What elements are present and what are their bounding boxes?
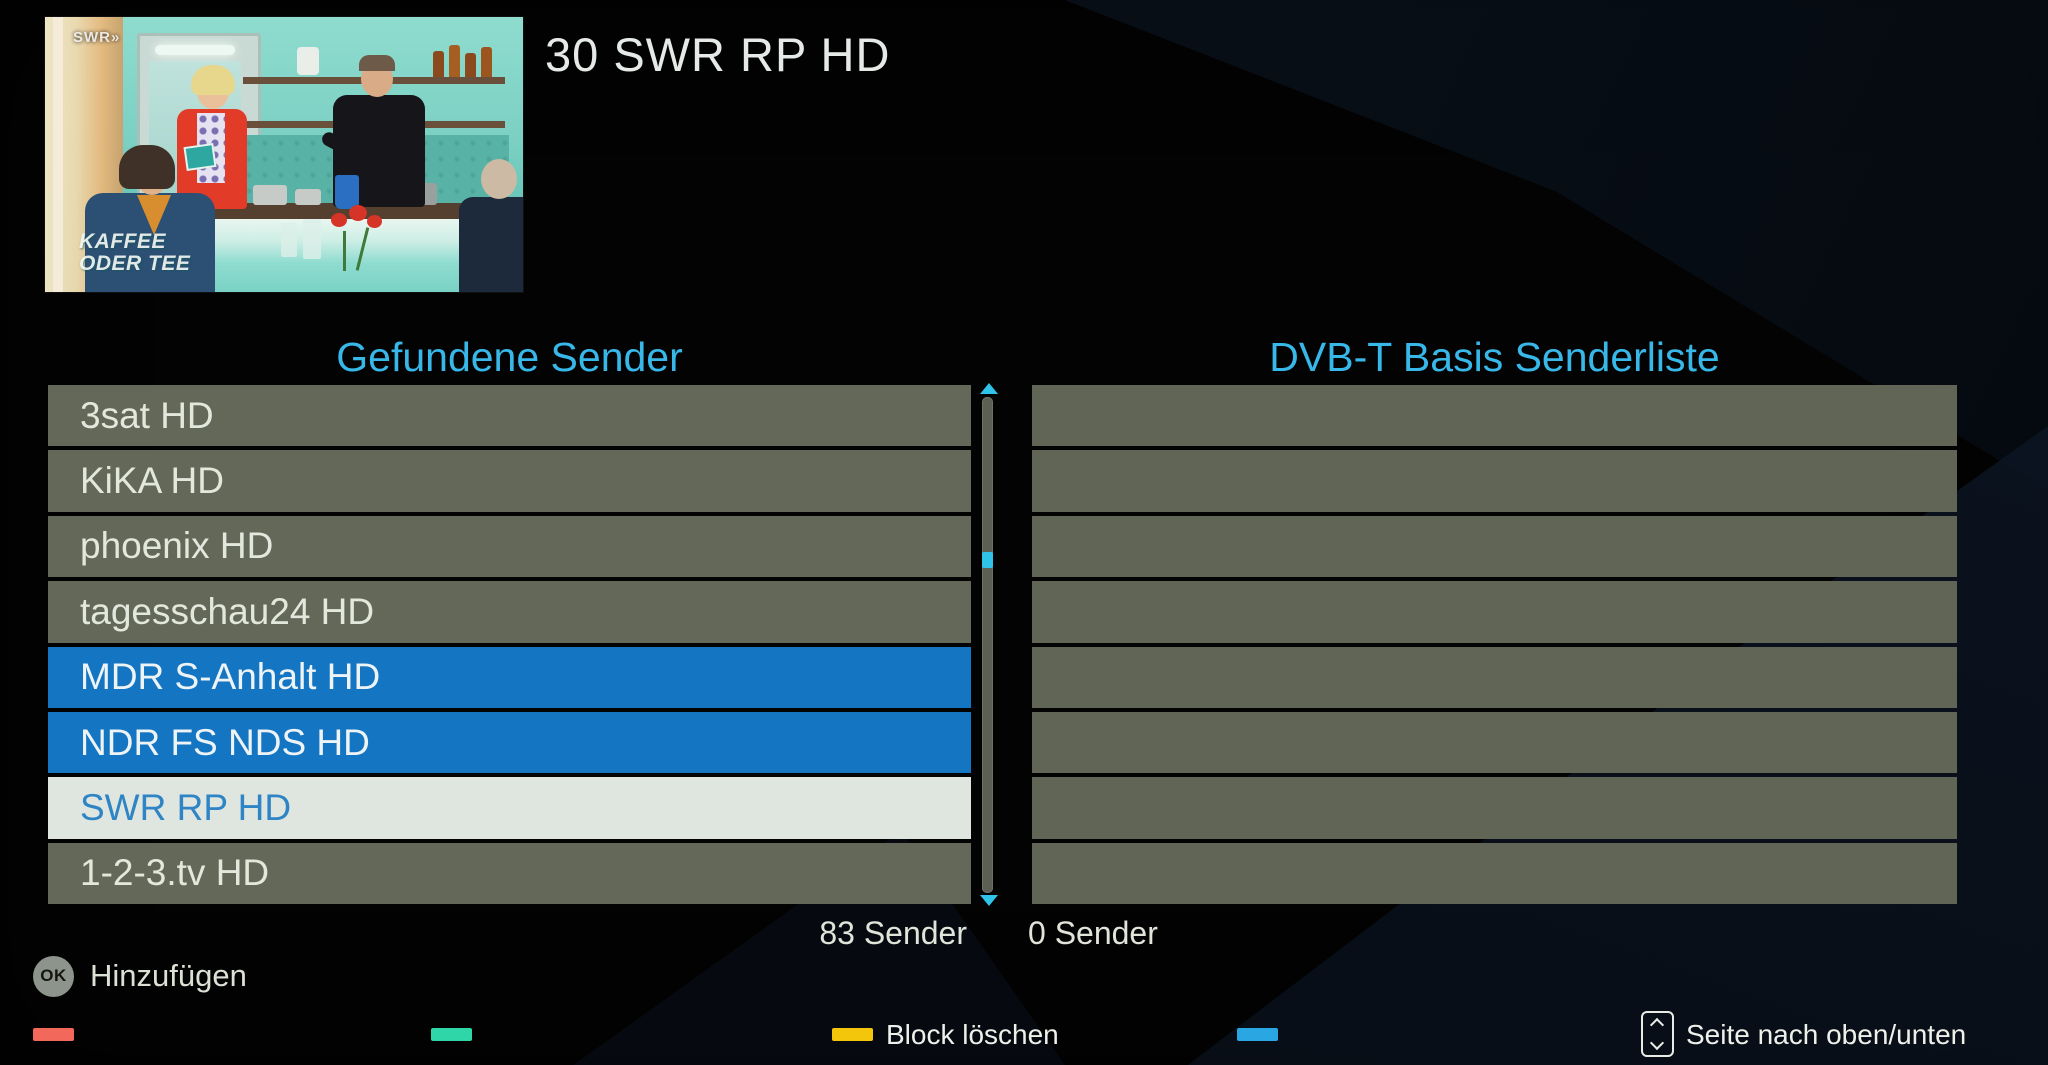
preview-bottle: [481, 47, 492, 77]
swr-logo: SWR»: [73, 29, 121, 46]
preview-flower-stem: [343, 231, 346, 271]
current-channel-title: 30 SWR RP HD: [545, 28, 891, 81]
updown-action-label: Seite nach oben/unten: [1686, 1019, 1967, 1050]
empty-row: [1032, 842, 1957, 905]
scroll-down-arrow-icon[interactable]: [980, 895, 998, 906]
preview-glass: [303, 219, 321, 259]
preview-chef-hair: [359, 55, 395, 71]
empty-row: [1032, 711, 1957, 774]
basis-list-header: DVB-T Basis Senderliste: [1269, 334, 1720, 380]
chevron-down-icon: [1649, 1035, 1665, 1051]
found-channels-header: Gefundene Sender: [336, 334, 683, 380]
channel-row[interactable]: tagesschau24 HD: [48, 581, 971, 643]
updown-key-icon: [1641, 1011, 1674, 1057]
scrollbar-thumb[interactable]: [982, 552, 993, 568]
channel-row-selected[interactable]: NDR FS NDS HD: [48, 711, 971, 774]
channel-row[interactable]: KiKA HD: [48, 450, 971, 512]
ok-hint: OK Hinzufügen: [33, 955, 247, 997]
preview-pot: [295, 189, 321, 205]
preview-guest-man: [459, 197, 523, 292]
blue-key-icon: [1237, 1028, 1278, 1041]
red-key-icon: [33, 1028, 74, 1041]
empty-row: [1032, 385, 1957, 447]
green-key-icon: [431, 1028, 472, 1041]
basis-channels-count: 0 Sender: [1028, 915, 1158, 951]
empty-row: [1032, 450, 1957, 512]
preview-guest-man-head: [481, 159, 517, 199]
empty-row: [1032, 581, 1957, 643]
empty-row: [1032, 646, 1957, 708]
channel-row[interactable]: 3sat HD: [48, 385, 971, 447]
channel-row-selected[interactable]: MDR S-Anhalt HD: [48, 646, 971, 708]
chevron-up-icon: [1649, 1017, 1665, 1033]
preview-window-stripe: [53, 17, 63, 292]
found-channels-list: 3sat HD KiKA HD phoenix HD tagesschau24 …: [48, 385, 971, 908]
preview-flower: [331, 213, 347, 227]
ok-action-label: Hinzufügen: [90, 958, 247, 993]
scroll-up-arrow-icon[interactable]: [980, 383, 998, 394]
preview-hostess-hair: [191, 65, 235, 95]
preview-bottle: [449, 45, 460, 77]
preview-bottle: [433, 51, 444, 77]
ok-key-icon: OK: [33, 955, 74, 997]
yellow-key-icon: [832, 1028, 873, 1041]
preview-flower: [367, 215, 382, 228]
scrollbar-track[interactable]: [982, 397, 993, 893]
preview-jar: [297, 47, 319, 75]
yellow-action-label: Block löschen: [886, 1019, 1059, 1050]
preview-bottle: [465, 53, 476, 77]
watermark-line1: KAFFEE: [79, 230, 166, 253]
channel-row[interactable]: 1-2-3.tv HD: [48, 842, 971, 905]
preview-pitcher: [335, 175, 359, 209]
preview-flower: [349, 205, 367, 221]
preview-cue-card: [183, 143, 217, 171]
kaffee-oder-tee-watermark: KAFFEE ODER TEE: [79, 231, 190, 275]
preview-guest-hair: [119, 145, 175, 189]
preview-pot: [253, 185, 287, 205]
basis-channels-list: [1032, 385, 1957, 908]
empty-row: [1032, 515, 1957, 578]
preview-cabinet-light: [155, 45, 235, 55]
preview-glass: [281, 223, 297, 257]
channel-row[interactable]: phoenix HD: [48, 515, 971, 578]
watermark-line2: ODER TEE: [79, 252, 191, 275]
channel-row-focused[interactable]: SWR RP HD: [48, 777, 971, 839]
empty-row: [1032, 777, 1957, 839]
live-preview-thumbnail: SWR» KAFFEE ODER TEE: [45, 17, 523, 292]
found-channels-count: 83 Sender: [819, 915, 967, 951]
